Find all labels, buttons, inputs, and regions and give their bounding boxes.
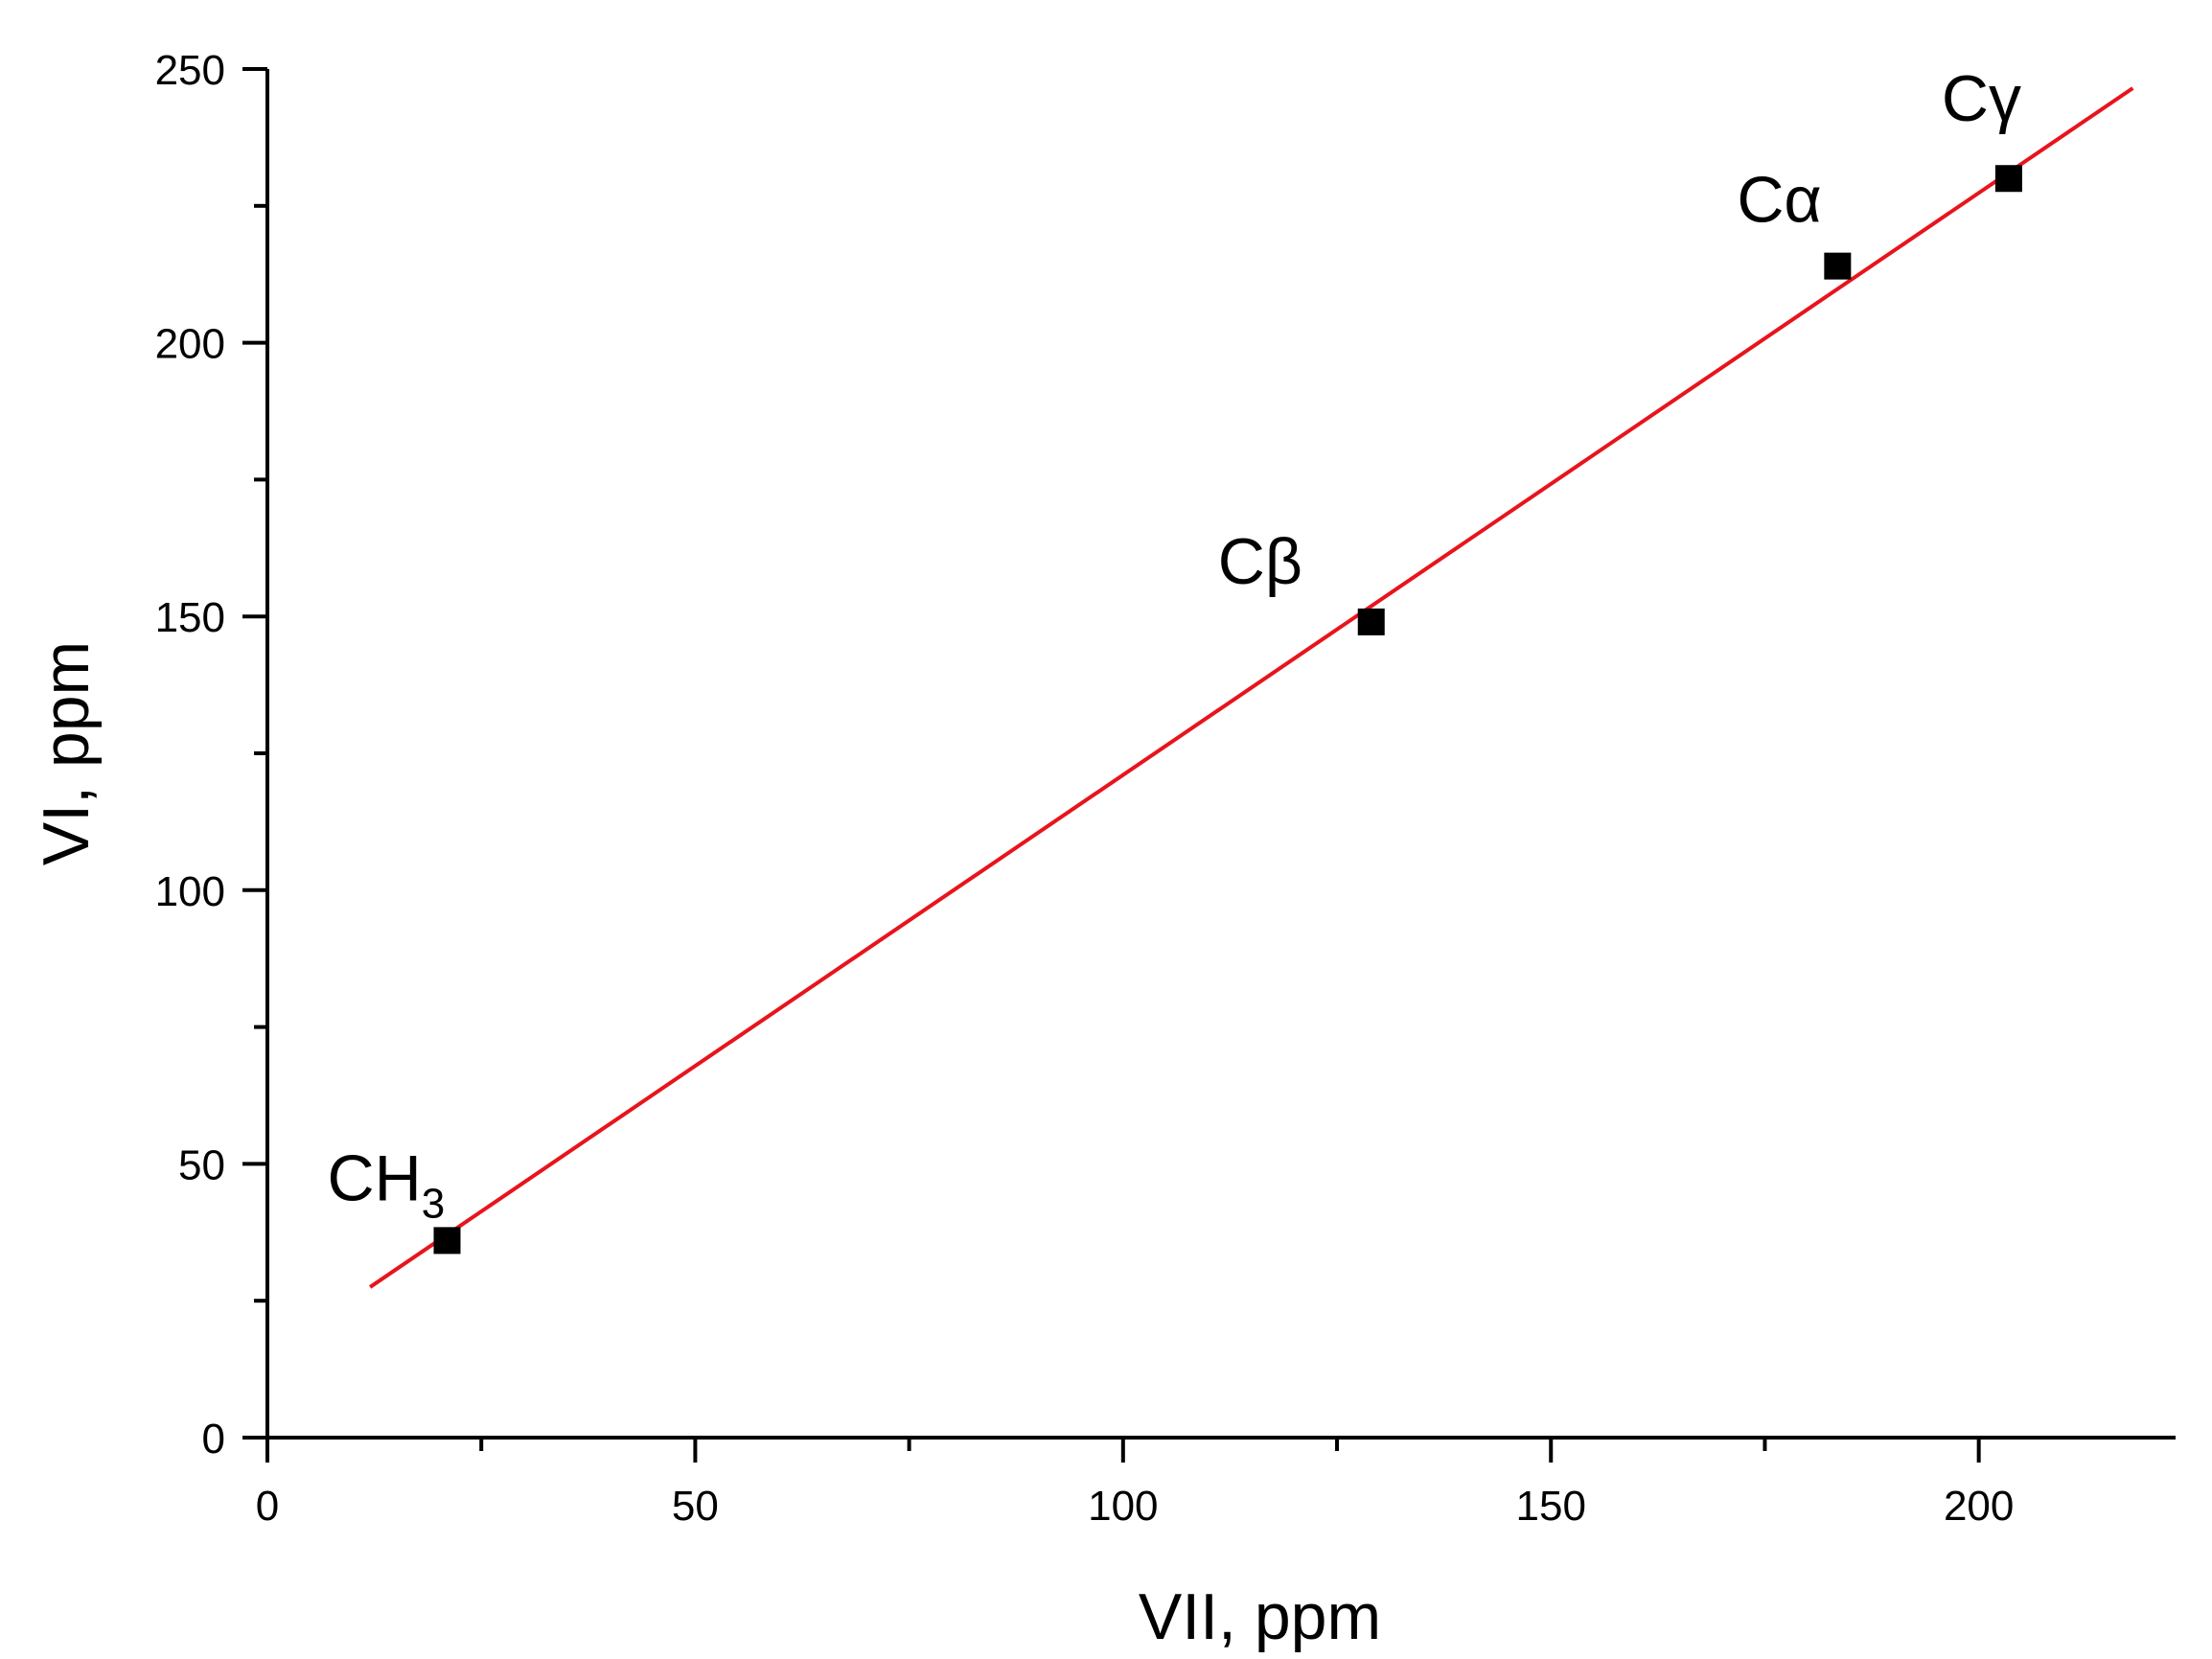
axes (265, 69, 2176, 1440)
linear-fit-line (369, 86, 2134, 1289)
data-point-label: Cγ (1942, 62, 2021, 135)
data-point-marker (433, 1227, 461, 1255)
data-points (433, 165, 2022, 1255)
data-point-marker (1357, 608, 1385, 635)
x-tick-label: 50 (672, 1483, 719, 1530)
data-point-label: CH3 (327, 1141, 445, 1227)
point-labels: CH3 Cβ Cα Cγ (327, 62, 2021, 1227)
y-tick-label: 200 (155, 321, 225, 368)
data-point-label: Cβ (1218, 525, 1302, 598)
y-tick-label: 150 (155, 594, 225, 641)
data-point-label: Cα (1737, 164, 1821, 237)
data-point-marker (1824, 252, 1852, 280)
x-tick-label: 150 (1516, 1483, 1586, 1530)
x-tick-label: 200 (1944, 1483, 2014, 1530)
x-tick-label: 100 (1088, 1483, 1158, 1530)
y-tick-label: 0 (202, 1416, 225, 1463)
data-point-marker (1994, 165, 2022, 193)
x-axis-title: VII, ppm (1139, 1580, 1381, 1653)
y-axis-title: VI, ppm (30, 641, 103, 865)
y-tick-label: 100 (155, 868, 225, 915)
ticks: 0 50 100 150 200 0 50 100 150 200 250 (155, 47, 2015, 1530)
y-tick-label: 250 (155, 47, 225, 94)
y-tick-label: 50 (178, 1141, 225, 1188)
fit-line-layer (369, 86, 2134, 1289)
x-tick-label: 0 (256, 1483, 279, 1530)
